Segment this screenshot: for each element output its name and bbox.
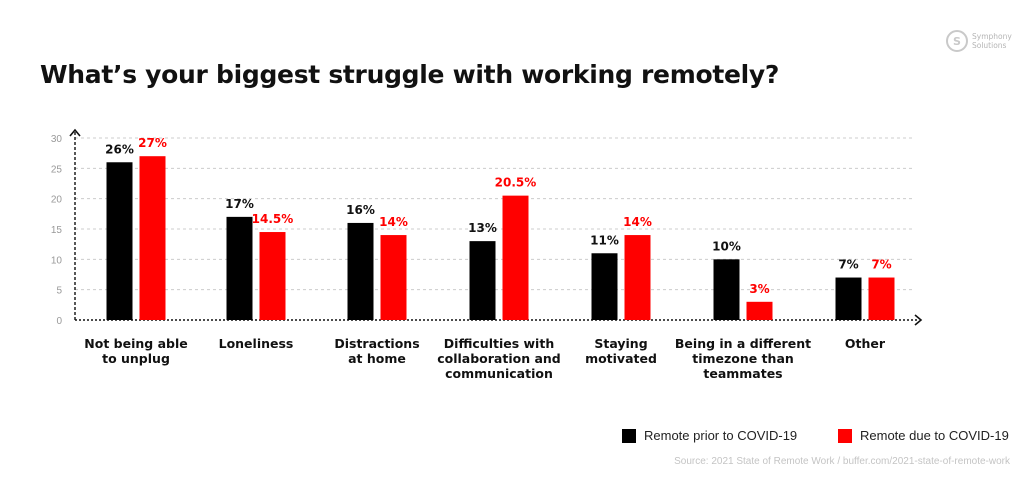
y-axis-arrow-icon: [69, 128, 81, 137]
bar-due: [380, 235, 407, 320]
bar-prior: [226, 216, 253, 320]
symphony-logo-icon: S: [946, 30, 968, 52]
legend-swatch-prior: [622, 428, 636, 443]
data-label-prior: 16%: [346, 203, 375, 217]
data-label-prior: 10%: [712, 239, 741, 253]
bar-prior: [347, 222, 374, 320]
x-category-label: Loneliness: [219, 336, 294, 351]
x-category-label: Being in a different timezone than teammat…: [675, 336, 811, 381]
x-category-label: Staying motivated: [585, 336, 657, 366]
data-label-due: 14%: [379, 215, 408, 229]
data-label-due: 14.5%: [252, 212, 294, 226]
data-label-prior: 13%: [468, 221, 497, 235]
data-label-prior: 11%: [590, 233, 619, 247]
bar-prior: [835, 277, 862, 320]
x-category-label: Difficulties with collaboration and commun…: [437, 336, 561, 381]
bar-prior: [591, 253, 618, 320]
x-category-label: Not being able to unplug: [84, 336, 187, 366]
legend-label-prior: Remote prior to COVID-19: [644, 428, 798, 443]
brand-line1: Symphony: [972, 32, 1012, 41]
y-tick-label: 0: [56, 316, 62, 327]
bar-due: [868, 277, 895, 320]
data-label-due: 7%: [871, 258, 891, 272]
brand-line2: Solutions: [972, 41, 1007, 50]
bar-due: [624, 235, 651, 320]
data-label-due: 3%: [749, 282, 769, 296]
data-label-prior: 17%: [225, 197, 254, 211]
legend-swatch-due: [838, 428, 852, 443]
bar-prior: [106, 162, 133, 320]
data-label-prior: 7%: [838, 258, 858, 272]
y-tick-label: 25: [51, 164, 63, 175]
bar-due: [139, 156, 166, 320]
brand-logo: S Symphony Solutions: [946, 30, 1012, 52]
data-label-due: 27%: [138, 136, 167, 150]
x-category-label: Distractions at home: [334, 336, 419, 366]
y-tick-label: 5: [56, 286, 62, 297]
x-category-label: Other: [845, 336, 886, 351]
bar-prior: [469, 241, 496, 320]
data-label-due: 14%: [623, 215, 652, 229]
legend-label-due: Remote due to COVID-19: [860, 428, 1009, 443]
chart-title: What’s your biggest struggle with workin…: [40, 60, 780, 89]
y-tick-label: 20: [51, 195, 63, 206]
y-tick-label: 15: [51, 225, 63, 236]
bar-due: [259, 232, 286, 320]
y-tick-label: 30: [51, 134, 63, 145]
legend-item-prior: Remote prior to COVID-19: [622, 428, 797, 443]
bar-due: [502, 195, 529, 320]
x-axis-arrow-icon: [914, 314, 923, 326]
data-label-due: 20.5%: [495, 176, 537, 190]
legend-item-due: Remote due to COVID-19: [838, 428, 1009, 443]
y-tick-label: 10: [51, 255, 63, 266]
data-label-prior: 26%: [105, 142, 134, 156]
bar-chart: 0 5 10 15 20 25 30 26% 17% 16% 13% 11% 10% 7% 27% 14.5%…: [51, 128, 923, 381]
bar-prior: [713, 259, 740, 320]
bar-due: [746, 301, 773, 320]
source-note: Source: 2021 State of Remote Work / buff…: [674, 456, 1010, 467]
